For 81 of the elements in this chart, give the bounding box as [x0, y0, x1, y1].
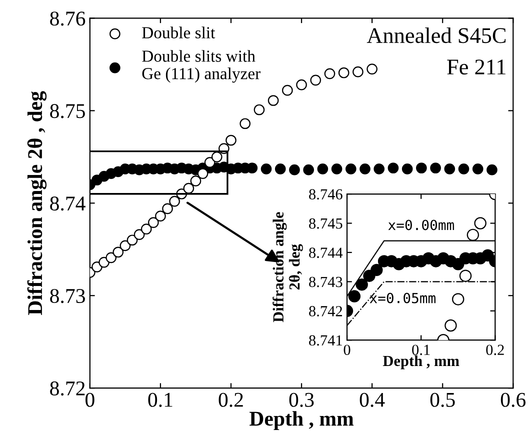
x-tick-label: 0.2: [486, 344, 504, 356]
point: [289, 164, 300, 176]
annotation: Fe 211: [447, 60, 506, 75]
point: [310, 74, 322, 86]
point: [466, 228, 480, 242]
point: [148, 217, 159, 228]
point: [240, 118, 251, 130]
series-label: x=0.00mm: [388, 220, 454, 230]
point: [472, 164, 484, 174]
point: [444, 319, 457, 332]
legend-label: Double slits with Ge (111) analyzer: [142, 50, 261, 83]
y-tick-label: 8.743: [309, 276, 342, 288]
point: [430, 162, 441, 174]
point: [374, 164, 385, 174]
point: [134, 229, 145, 240]
point: [416, 162, 427, 174]
point: [366, 64, 378, 74]
point: [370, 264, 383, 276]
point: [324, 68, 336, 80]
point: [268, 95, 279, 106]
point: [155, 210, 166, 222]
point: [140, 224, 152, 234]
x-tick-label: 0: [86, 392, 94, 407]
point: [360, 164, 370, 174]
y-tick-label: 8.741: [309, 335, 342, 346]
y-tick-label: 8.75: [50, 104, 85, 118]
point: [458, 164, 470, 174]
point: [452, 293, 464, 306]
x-tick-label: 0.6: [500, 392, 526, 407]
point: [303, 164, 314, 176]
point: [352, 66, 364, 78]
y-tick-label: 8.744: [309, 248, 343, 258]
y-tick-label: 8.742: [309, 306, 342, 316]
point: [444, 164, 456, 174]
point: [211, 151, 222, 162]
point: [348, 290, 361, 302]
y-tick-label: 8.76: [50, 12, 86, 26]
point: [204, 157, 216, 168]
x-axis-title: Depth , mm: [382, 355, 460, 370]
point: [120, 240, 131, 252]
point: [162, 203, 173, 214]
point: [317, 164, 328, 174]
x-tick-label: 0.3: [289, 392, 314, 407]
point: [274, 164, 286, 174]
y-tick-label: 8.73: [50, 288, 85, 304]
x-tick-label: 0.1: [412, 344, 430, 356]
y-tick-label: 8.746: [309, 189, 342, 200]
point: [190, 176, 202, 186]
point: [254, 104, 265, 116]
point: [296, 79, 307, 90]
point: [106, 252, 117, 264]
point: [338, 67, 350, 78]
point: [331, 164, 342, 174]
point: [388, 162, 399, 174]
series-label: x=0.05mm: [370, 292, 436, 304]
point: [112, 246, 124, 258]
y-tick-label: 8.745: [309, 218, 342, 229]
x-axis-title: Depth , mm: [250, 411, 354, 430]
x-tick-label: 0.4: [360, 392, 385, 407]
point: [197, 168, 208, 179]
point: [356, 278, 368, 291]
x-tick-label: 0: [344, 344, 350, 356]
point: [474, 217, 486, 230]
legend-label: Double slit: [142, 26, 216, 38]
point: [459, 270, 472, 282]
point: [486, 164, 498, 176]
point: [169, 196, 180, 207]
x-tick-label: 0.2: [218, 392, 243, 407]
x-tick-label: 0.1: [148, 392, 172, 407]
point: [282, 84, 293, 96]
annotation: Annealed S45C: [366, 27, 506, 44]
point: [226, 134, 236, 146]
point: [183, 182, 194, 194]
point: [345, 164, 356, 174]
y-axis-title: Diffraction angle 2θ , deg: [27, 91, 47, 315]
y-tick-label: 8.72: [50, 381, 85, 396]
point: [260, 164, 272, 174]
point: [126, 234, 138, 246]
y-tick-label: 8.74: [50, 196, 86, 211]
point: [402, 164, 413, 174]
x-tick-label: 0.5: [430, 392, 455, 407]
